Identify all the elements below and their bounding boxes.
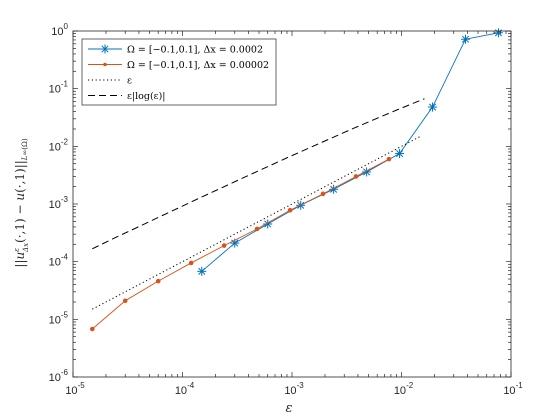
legend-box	[81, 38, 277, 106]
legend-marker-0	[100, 44, 110, 54]
series-1-point	[188, 260, 194, 266]
series-line-3	[92, 98, 425, 250]
series-0-point	[428, 102, 438, 112]
x-tick-label: 10-2	[394, 381, 414, 397]
legend-label-0: Ω = [−0.1,0.1], Δx = 0.0002	[127, 45, 263, 56]
x-tick-label: 10-3	[284, 381, 304, 397]
series-1-point	[89, 326, 95, 332]
series-1-point	[122, 298, 128, 304]
y-tick-label: 10-1	[49, 80, 69, 96]
y-tick-label: 10-5	[49, 310, 69, 326]
series-1-point	[155, 278, 161, 284]
y-axis-label: ||uεΔx(·,1) − u(·,1)||L∞(Ω)	[13, 138, 30, 267]
series-0-point	[263, 219, 273, 229]
series-1-point	[386, 156, 392, 162]
y-tick-label: 10-2	[49, 137, 69, 153]
series-0-point	[493, 28, 503, 38]
series-1-point	[320, 191, 326, 197]
series-0-point	[395, 149, 405, 159]
x-tick-label: 10-4	[175, 381, 195, 397]
tick-labels: 10-5 10-4 10-3 10-2 10-110-610-510-410-310-2…	[49, 22, 524, 397]
y-tick-label: 10-4	[49, 253, 69, 269]
series-line-2	[92, 135, 422, 310]
series-1-point	[287, 207, 293, 213]
series-line-1	[91, 158, 390, 330]
y-tick-label: 10-6	[49, 368, 69, 384]
legend-marker-1	[103, 62, 107, 67]
ticks-layer	[72, 30, 512, 378]
series-0-point	[197, 266, 207, 276]
legend-label-2: ε	[127, 76, 132, 87]
series-line-0	[201, 32, 499, 272]
series-1-point	[221, 243, 227, 248]
series-0-point	[460, 34, 470, 44]
series-1-point	[254, 226, 260, 232]
x-tick-label: 10-1	[503, 381, 523, 397]
legend-label-3: ε|log(ε)|	[127, 91, 166, 102]
legend-label-1: Ω = [−0.1,0.1], Δx = 0.00002	[127, 60, 269, 71]
series-0-point	[362, 167, 372, 177]
legend: Ω = [−0.1,0.1], Δx = 0.0002 Ω = [−0.1,0.1…	[81, 38, 277, 106]
series-layer	[89, 28, 503, 332]
x-tick-label: 10-5	[65, 381, 85, 397]
svg-text:||uεΔx(·,1) − u(·,1)||L∞(Ω): ||uεΔx(·,1) − u(·,1)||L∞(Ω)	[13, 138, 30, 267]
y-tick-label: 10-3	[49, 195, 69, 211]
series-1-point	[353, 174, 359, 179]
x-axis-label: ε	[286, 401, 293, 416]
y-tick-label: 100	[51, 22, 68, 38]
